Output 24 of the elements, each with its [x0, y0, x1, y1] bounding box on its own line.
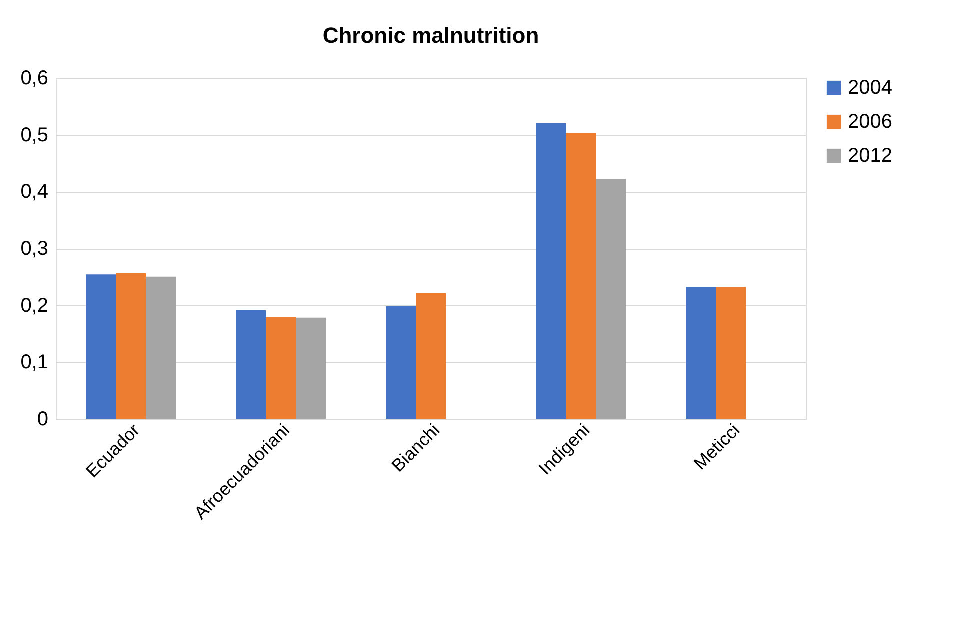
bar — [116, 274, 146, 419]
y-tick-label: 0,1 — [20, 352, 48, 374]
y-tick-label: 0,2 — [20, 294, 48, 317]
bar — [566, 133, 596, 419]
bar — [716, 287, 746, 419]
bar — [386, 306, 416, 419]
bar — [146, 276, 176, 419]
legend-label: 2004 — [848, 77, 892, 99]
y-tick-label: 0,3 — [20, 238, 48, 260]
bar — [296, 318, 326, 419]
legend-label: 2012 — [848, 145, 892, 167]
y-tick-label: 0,4 — [20, 181, 48, 204]
y-tick-label: 0,6 — [20, 68, 48, 90]
y-tick-label: 0,5 — [20, 124, 48, 146]
bar — [686, 287, 716, 419]
bar — [86, 274, 116, 419]
legend-label: 2006 — [848, 111, 892, 133]
bar — [266, 317, 296, 419]
bar — [596, 179, 626, 419]
bar — [236, 310, 266, 419]
bar — [536, 123, 566, 419]
bar — [416, 293, 446, 419]
chart-title: Chronic malnutrition — [322, 23, 540, 48]
y-tick-label: 0 — [37, 408, 48, 430]
